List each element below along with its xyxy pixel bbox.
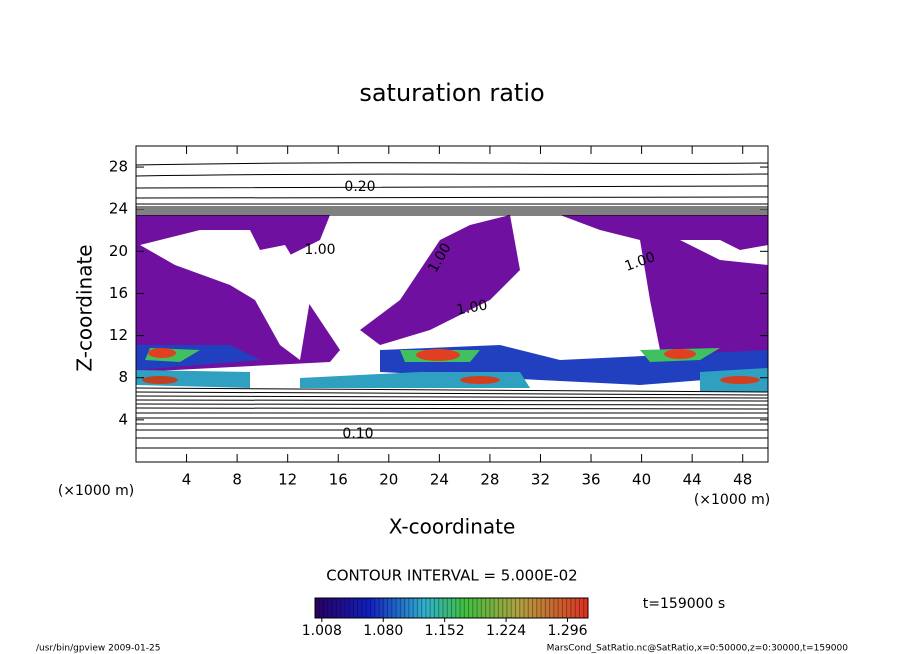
x-tick-label: 48 (733, 471, 752, 489)
shaded-region (142, 376, 178, 384)
contour-label: 1.00 (455, 297, 488, 318)
x-unit-label: (×1000 m) (694, 492, 770, 508)
x-tick-label: 28 (480, 471, 499, 489)
y-tick-label: 24 (109, 200, 128, 218)
x-unit-label: (×1000 m) (58, 483, 134, 499)
contour-label: 0.20 (344, 179, 375, 195)
colorbar-tick-label: 1.152 (425, 623, 465, 639)
chart-title: saturation ratio (359, 79, 544, 107)
colorbar (314, 597, 589, 619)
plot-frame (135, 145, 769, 463)
footer-left: /usr/bin/gpview 2009-01-25 (36, 644, 160, 654)
x-tick-label: 4 (182, 471, 192, 489)
shaded-region (136, 368, 768, 392)
y-tick-label: 20 (109, 242, 128, 260)
colorbar-tick-label: 1.296 (547, 623, 587, 639)
x-tick-label: 32 (531, 471, 550, 489)
shaded-region (140, 230, 310, 360)
y-tick-label: 8 (118, 368, 128, 386)
shaded-region (416, 349, 460, 361)
shaded-region (148, 348, 176, 358)
footer-right: MarsCond_SatRatio.nc@SatRatio,x=0:50000,… (547, 644, 849, 654)
x-tick-label: 44 (683, 471, 702, 489)
shaded-region (720, 376, 760, 384)
x-tick-label: 20 (379, 471, 398, 489)
contour-label: 1.00 (304, 242, 335, 258)
shaded-region (360, 215, 520, 345)
x-tick-label: 40 (632, 471, 651, 489)
y-axis-label: Z-coordinate (73, 244, 97, 371)
shaded-region (460, 376, 500, 384)
shaded-region (664, 349, 696, 359)
time-label: t=159000 s (643, 596, 725, 612)
field (136, 162, 768, 449)
x-tick-label: 36 (581, 471, 600, 489)
x-tick-label: 12 (278, 471, 297, 489)
y-tick-label: 12 (109, 326, 128, 344)
y-tick-label: 4 (118, 410, 128, 428)
y-tick-label: 16 (109, 284, 128, 302)
shaded-region (680, 240, 768, 265)
shaded-region (560, 215, 768, 365)
colorbar-tick-label: 1.008 (302, 623, 342, 639)
shaded-region (136, 345, 768, 385)
y-tick-label: 28 (109, 158, 128, 176)
x-tick-label: 8 (232, 471, 242, 489)
contour-lines (136, 162, 768, 449)
x-axis-label: X-coordinate (389, 515, 516, 539)
x-tick-label: 16 (329, 471, 348, 489)
contour-label: 0.10 (342, 426, 373, 442)
x-tick-label: 24 (430, 471, 449, 489)
colorbar-tick-label: 1.224 (486, 623, 526, 639)
contour-interval: CONTOUR INTERVAL = 5.000E-02 (326, 567, 577, 585)
colorbar-tick-label: 1.080 (363, 623, 403, 639)
